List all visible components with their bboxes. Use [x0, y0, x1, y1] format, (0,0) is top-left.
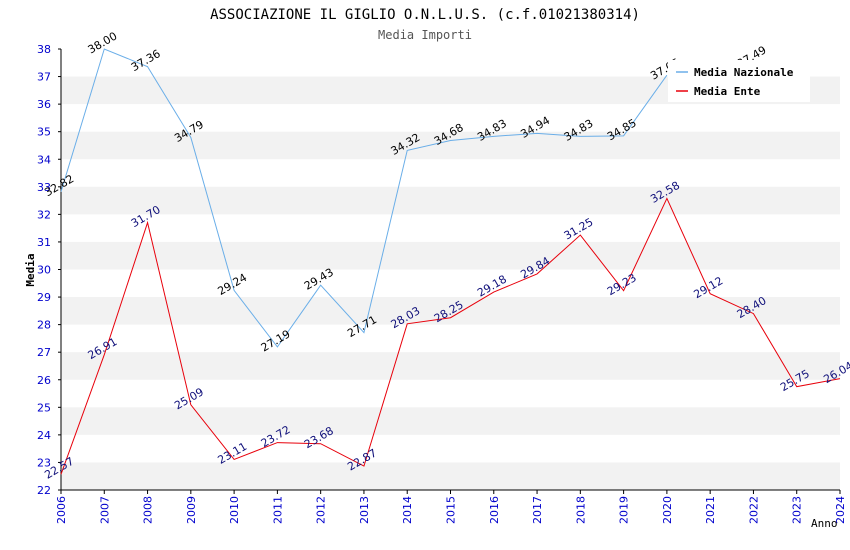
legend-label: Media Ente: [694, 85, 761, 98]
y-tick-label: 31: [37, 236, 51, 249]
y-tick-label: 25: [37, 401, 51, 414]
grid-band: [61, 131, 840, 160]
y-tick-label: 33: [37, 181, 51, 194]
y-tick-label: 30: [37, 264, 51, 277]
grid-band: [61, 462, 840, 490]
y-tick-label: 38: [37, 43, 51, 56]
y-tick-label: 22: [37, 484, 51, 497]
y-tick-label: 23: [37, 456, 51, 469]
y-tick-label: 26: [37, 374, 51, 387]
chart-title: ASSOCIAZIONE IL GIGLIO O.N.L.U.S. (c.f.0…: [210, 7, 640, 23]
y-tick-label: 27: [37, 346, 51, 359]
x-tick-label: 2017: [531, 496, 544, 524]
x-tick-label: 2016: [488, 496, 501, 524]
x-tick-label: 2021: [704, 496, 717, 524]
x-tick-label: 2009: [185, 496, 198, 524]
x-tick-label: 2010: [228, 496, 241, 524]
grid-band: [61, 241, 840, 270]
series-line-nazionale: [60, 48, 668, 348]
y-tick-label: 24: [37, 429, 51, 442]
x-tick-label: 2018: [574, 496, 587, 524]
grid-band: [61, 407, 840, 435]
grid-band: [61, 186, 840, 215]
x-tick-label: 2020: [661, 496, 674, 524]
x-tick-label: 2019: [618, 496, 631, 524]
y-tick-label: 34: [37, 153, 51, 166]
y-tick-label: 29: [37, 291, 51, 304]
y-axis-label: Media: [24, 253, 37, 286]
x-tick-label: 2023: [791, 496, 804, 524]
axes: [58, 48, 841, 494]
y-tick-label: 36: [37, 98, 51, 111]
x-tick-label: 2012: [315, 496, 328, 524]
x-tick-label: 2013: [358, 496, 371, 524]
y-tick-labels: 22 23 24 25 26 27 28 29 30 31 32 33 34 35 36 37 38: [37, 43, 51, 497]
x-tick-label: 2024: [834, 496, 847, 524]
x-tick-label: 2007: [98, 496, 111, 524]
plot-bands: [61, 49, 840, 490]
grid-band: [61, 352, 840, 380]
series-line-ente: [60, 197, 841, 475]
x-tick-label: 2014: [401, 496, 414, 524]
x-tick-label: 2022: [747, 496, 760, 524]
chart-subtitle: Media Importi: [378, 28, 472, 42]
x-axis-label: Anno: [811, 517, 838, 530]
legend-box: [668, 60, 810, 102]
series-lines: [60, 48, 841, 475]
legend-label: Media Nazionale: [694, 66, 794, 79]
y-tick-label: 35: [37, 126, 51, 139]
x-tick-label: 2011: [271, 496, 284, 524]
x-tick-label: 2006: [55, 496, 68, 524]
x-tick-label: 2015: [445, 496, 458, 524]
y-tick-label: 32: [37, 208, 51, 221]
legend: Media Nazionale Media Ente: [668, 60, 810, 102]
x-tick-label: 2008: [142, 496, 155, 524]
y-tick-label: 37: [37, 71, 51, 84]
x-tick-labels: 2006 2007 2008 2009 2010 2011 2012 2013 2014 2015…: [55, 496, 847, 524]
y-tick-label: 28: [37, 319, 51, 332]
grid-band: [61, 297, 840, 325]
